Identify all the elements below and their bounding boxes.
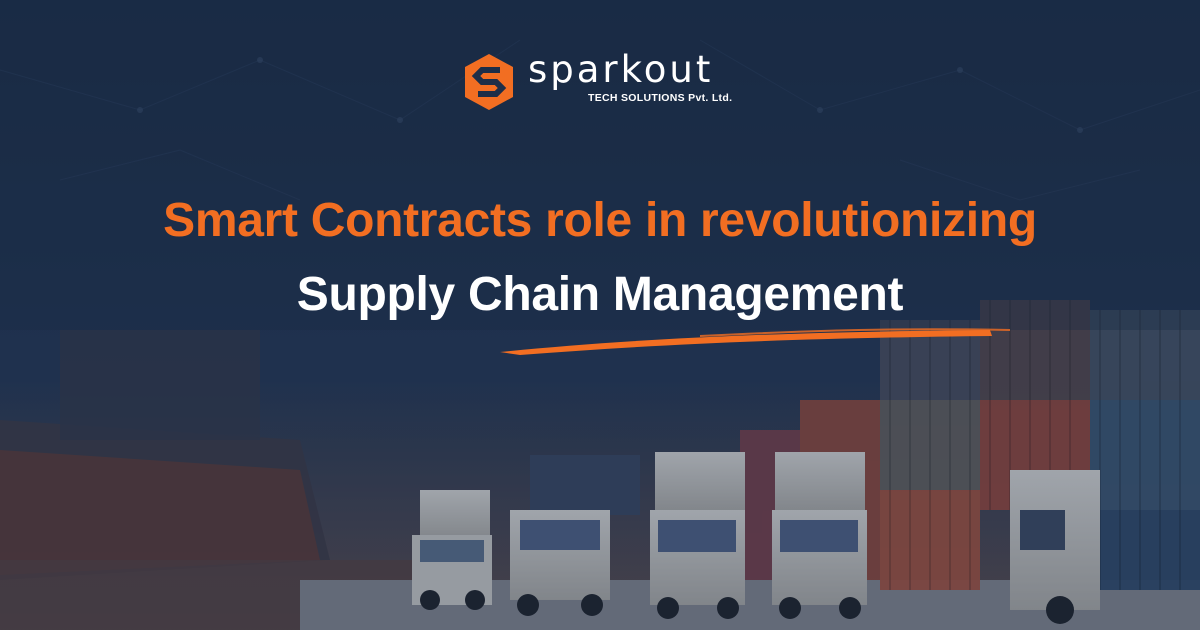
headline-line-1: Smart Contracts role in revolutionizing <box>163 194 1037 247</box>
sparkout-logo[interactable]: sparkout TECH SOLUTIONS Pvt. Ltd. <box>462 48 742 112</box>
brand-subtitle: TECH SOLUTIONS Pvt. Ltd. <box>588 92 733 104</box>
brand-name: sparkout <box>528 48 714 91</box>
sparkout-hexagon-s-icon <box>465 54 513 110</box>
headline-line-2: Supply Chain Management <box>296 268 904 321</box>
